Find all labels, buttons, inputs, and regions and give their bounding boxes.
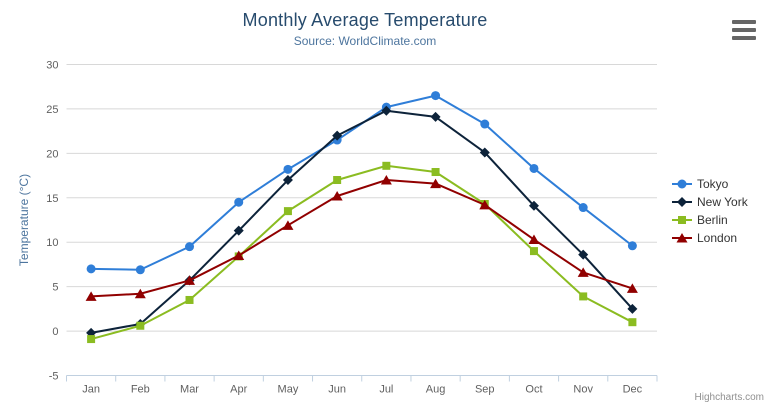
legend-marker-shape — [677, 179, 687, 189]
data-point-marker[interactable] — [85, 291, 97, 301]
data-point-marker[interactable] — [578, 203, 588, 213]
x-axis-tick-label: Jan — [82, 384, 100, 396]
legend-item-london[interactable]: London — [672, 229, 748, 247]
legend-marker-shape — [677, 197, 687, 207]
data-point-marker[interactable] — [628, 318, 637, 327]
data-point-marker[interactable] — [577, 267, 589, 277]
data-point-marker[interactable] — [136, 321, 145, 330]
x-axis-tick-label: Dec — [623, 384, 643, 396]
data-point-marker[interactable] — [479, 199, 491, 210]
data-point-marker[interactable] — [578, 249, 589, 260]
y-axis-tick-label: 20 — [46, 148, 58, 160]
data-point-marker[interactable] — [331, 191, 343, 201]
y-axis-tick-label: 10 — [46, 237, 58, 249]
data-point-marker[interactable] — [282, 175, 293, 186]
series-line-new-york — [90, 109, 634, 334]
legend-item-berlin[interactable]: Berlin — [672, 211, 748, 229]
x-axis-tick-label: Aug — [426, 384, 446, 396]
credits-link[interactable]: Highcharts.com — [694, 392, 764, 403]
series-new-york — [86, 105, 638, 338]
hamburger-icon — [732, 20, 756, 24]
legend-item-tokyo[interactable]: Tokyo — [672, 175, 748, 193]
x-axis-tick-label: Feb — [131, 384, 150, 396]
x-axis-tick-label: Oct — [525, 384, 542, 396]
chart-subtitle: Source: WorldClimate.com — [293, 34, 437, 48]
data-point-marker[interactable] — [185, 295, 194, 304]
hamburger-icon — [732, 36, 756, 40]
data-point-marker[interactable] — [135, 265, 145, 275]
data-point-marker[interactable] — [382, 161, 391, 170]
data-point-marker[interactable] — [283, 207, 292, 216]
x-axis-tick-label: Mar — [180, 384, 199, 396]
data-point-marker[interactable] — [381, 105, 392, 116]
data-point-marker[interactable] — [333, 176, 342, 185]
x-axis-tick-label: Jul — [379, 384, 393, 396]
legend-marker-diamond-icon — [672, 197, 692, 207]
y-axis-tick-label: 25 — [46, 104, 58, 116]
legend-marker-triangle-icon — [672, 233, 692, 243]
data-point-marker[interactable] — [234, 197, 244, 207]
data-point-marker[interactable] — [626, 283, 638, 293]
data-point-marker[interactable] — [184, 275, 196, 285]
legend-marker-shape — [676, 233, 688, 243]
data-point-marker[interactable] — [431, 91, 441, 101]
data-point-marker[interactable] — [480, 119, 490, 129]
x-axis-tick-label: Apr — [230, 384, 247, 396]
legend: Tokyo New York Berlin London — [672, 175, 748, 247]
y-axis-tick-label: 0 — [52, 326, 58, 338]
data-point-marker[interactable] — [627, 241, 637, 251]
x-axis-tick-label: Jun — [328, 384, 346, 396]
legend-label: London — [697, 231, 738, 245]
data-point-marker[interactable] — [332, 130, 343, 141]
data-point-marker[interactable] — [528, 200, 539, 211]
series-berlin — [87, 161, 637, 344]
data-point-marker[interactable] — [134, 288, 146, 299]
series-line-london — [90, 179, 634, 298]
y-axis-tick-label: -5 — [49, 371, 59, 383]
legend-item-new-york[interactable]: New York — [672, 193, 748, 211]
legend-marker-shape — [678, 216, 686, 224]
export-menu-button[interactable] — [732, 20, 757, 40]
data-point-marker[interactable] — [431, 168, 440, 177]
legend-marker-circle-icon — [672, 179, 692, 189]
data-point-marker[interactable] — [579, 292, 588, 301]
data-point-marker[interactable] — [479, 147, 490, 158]
data-point-marker[interactable] — [529, 163, 539, 173]
data-point-marker[interactable] — [233, 250, 245, 261]
data-point-marker[interactable] — [185, 242, 195, 252]
y-axis-tick-label: 5 — [52, 282, 58, 294]
series-line-tokyo — [90, 94, 634, 271]
data-point-marker[interactable] — [87, 335, 96, 344]
data-point-marker[interactable] — [430, 178, 442, 189]
data-point-marker[interactable] — [233, 225, 244, 236]
series-tokyo — [86, 91, 637, 275]
y-axis-tick-label: 30 — [46, 60, 58, 72]
series-line-berlin — [90, 164, 634, 341]
data-point-marker[interactable] — [282, 220, 294, 230]
legend-label: New York — [697, 195, 748, 209]
x-axis-tick-label: Sep — [475, 384, 495, 396]
series-london — [85, 175, 638, 301]
data-point-marker[interactable] — [528, 234, 540, 245]
data-point-marker[interactable] — [86, 264, 96, 274]
data-point-marker[interactable] — [380, 175, 392, 185]
data-point-marker[interactable] — [529, 247, 538, 256]
data-point-marker[interactable] — [430, 111, 441, 122]
legend-label: Berlin — [697, 213, 728, 227]
hamburger-icon — [732, 28, 756, 32]
data-point-marker[interactable] — [627, 303, 638, 314]
legend-label: Tokyo — [697, 177, 729, 191]
legend-marker-square-icon — [672, 216, 692, 224]
x-axis-tick-label: Nov — [573, 384, 593, 396]
x-axis-tick-label: May — [278, 384, 299, 396]
chart-title: Monthly Average Temperature — [242, 10, 488, 30]
data-point-marker[interactable] — [283, 164, 293, 174]
y-axis-tick-label: 15 — [46, 193, 58, 205]
